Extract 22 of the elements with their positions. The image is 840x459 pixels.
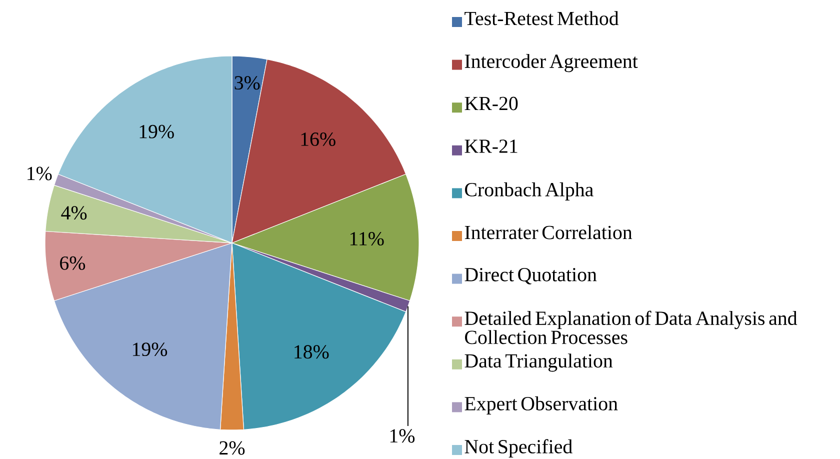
legend-label: Expert Observation bbox=[464, 396, 618, 414]
legend-label: KR-20 bbox=[464, 96, 518, 110]
legend-label: Test-Retest Method bbox=[464, 11, 619, 26]
legend-label: Cronbach Alpha bbox=[465, 182, 594, 200]
data-label: 11% bbox=[350, 232, 384, 246]
data-label: 1% bbox=[390, 429, 415, 443]
data-label: 16% bbox=[301, 132, 336, 146]
data-label: 18% bbox=[294, 345, 329, 359]
legend-label: KR-21 bbox=[464, 140, 518, 153]
data-label: 2% bbox=[220, 441, 245, 455]
data-label: 19% bbox=[140, 124, 174, 138]
legend-label: Interrater Correlation bbox=[464, 225, 632, 240]
legend-label: Direct Quotation bbox=[464, 268, 597, 284]
legend-label: Data Triangulation bbox=[464, 354, 613, 372]
legend-label: Detailed Explanation of Data Analysis and Collection Processes bbox=[464, 310, 798, 344]
legend-label: Intercoder Agreement bbox=[464, 54, 638, 72]
legend-label: Not Specified bbox=[464, 439, 572, 458]
data-label: 6% bbox=[60, 256, 86, 270]
data-label: 19% bbox=[132, 342, 168, 356]
data-label: 1% bbox=[28, 166, 52, 180]
data-label: 4% bbox=[61, 206, 87, 220]
data-label: 3% bbox=[234, 76, 260, 90]
